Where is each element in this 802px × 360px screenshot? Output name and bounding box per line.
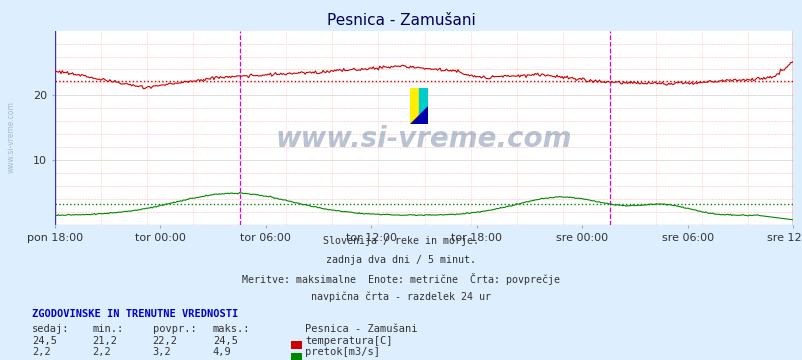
- Text: 3,2: 3,2: [152, 347, 171, 357]
- Text: temperatura[C]: temperatura[C]: [305, 336, 392, 346]
- Text: 2,2: 2,2: [32, 347, 51, 357]
- Text: 21,2: 21,2: [92, 336, 117, 346]
- Polygon shape: [410, 106, 427, 124]
- Text: sedaj:: sedaj:: [32, 324, 70, 334]
- Text: Pesnica - Zamušani: Pesnica - Zamušani: [326, 13, 476, 28]
- Text: 24,5: 24,5: [32, 336, 57, 346]
- Text: 4,9: 4,9: [213, 347, 231, 357]
- Bar: [410, 88, 419, 124]
- Text: 22,2: 22,2: [152, 336, 177, 346]
- Bar: [419, 88, 427, 124]
- Text: navpična črta - razdelek 24 ur: navpična črta - razdelek 24 ur: [311, 292, 491, 302]
- Text: pretok[m3/s]: pretok[m3/s]: [305, 347, 379, 357]
- Text: www.si-vreme.com: www.si-vreme.com: [6, 101, 15, 173]
- Text: zadnja dva dni / 5 minut.: zadnja dva dni / 5 minut.: [326, 255, 476, 265]
- Text: Meritve: maksimalne  Enote: metrične  Črta: povprečje: Meritve: maksimalne Enote: metrične Črta…: [242, 273, 560, 285]
- Text: ZGODOVINSKE IN TRENUTNE VREDNOSTI: ZGODOVINSKE IN TRENUTNE VREDNOSTI: [32, 309, 238, 319]
- Text: 2,2: 2,2: [92, 347, 111, 357]
- Text: Pesnica - Zamušani: Pesnica - Zamušani: [305, 324, 417, 334]
- Text: www.si-vreme.com: www.si-vreme.com: [275, 126, 572, 153]
- Text: Slovenija / reke in morje.: Slovenija / reke in morje.: [323, 236, 479, 246]
- Text: povpr.:: povpr.:: [152, 324, 196, 334]
- Text: 24,5: 24,5: [213, 336, 237, 346]
- Text: min.:: min.:: [92, 324, 124, 334]
- Text: maks.:: maks.:: [213, 324, 250, 334]
